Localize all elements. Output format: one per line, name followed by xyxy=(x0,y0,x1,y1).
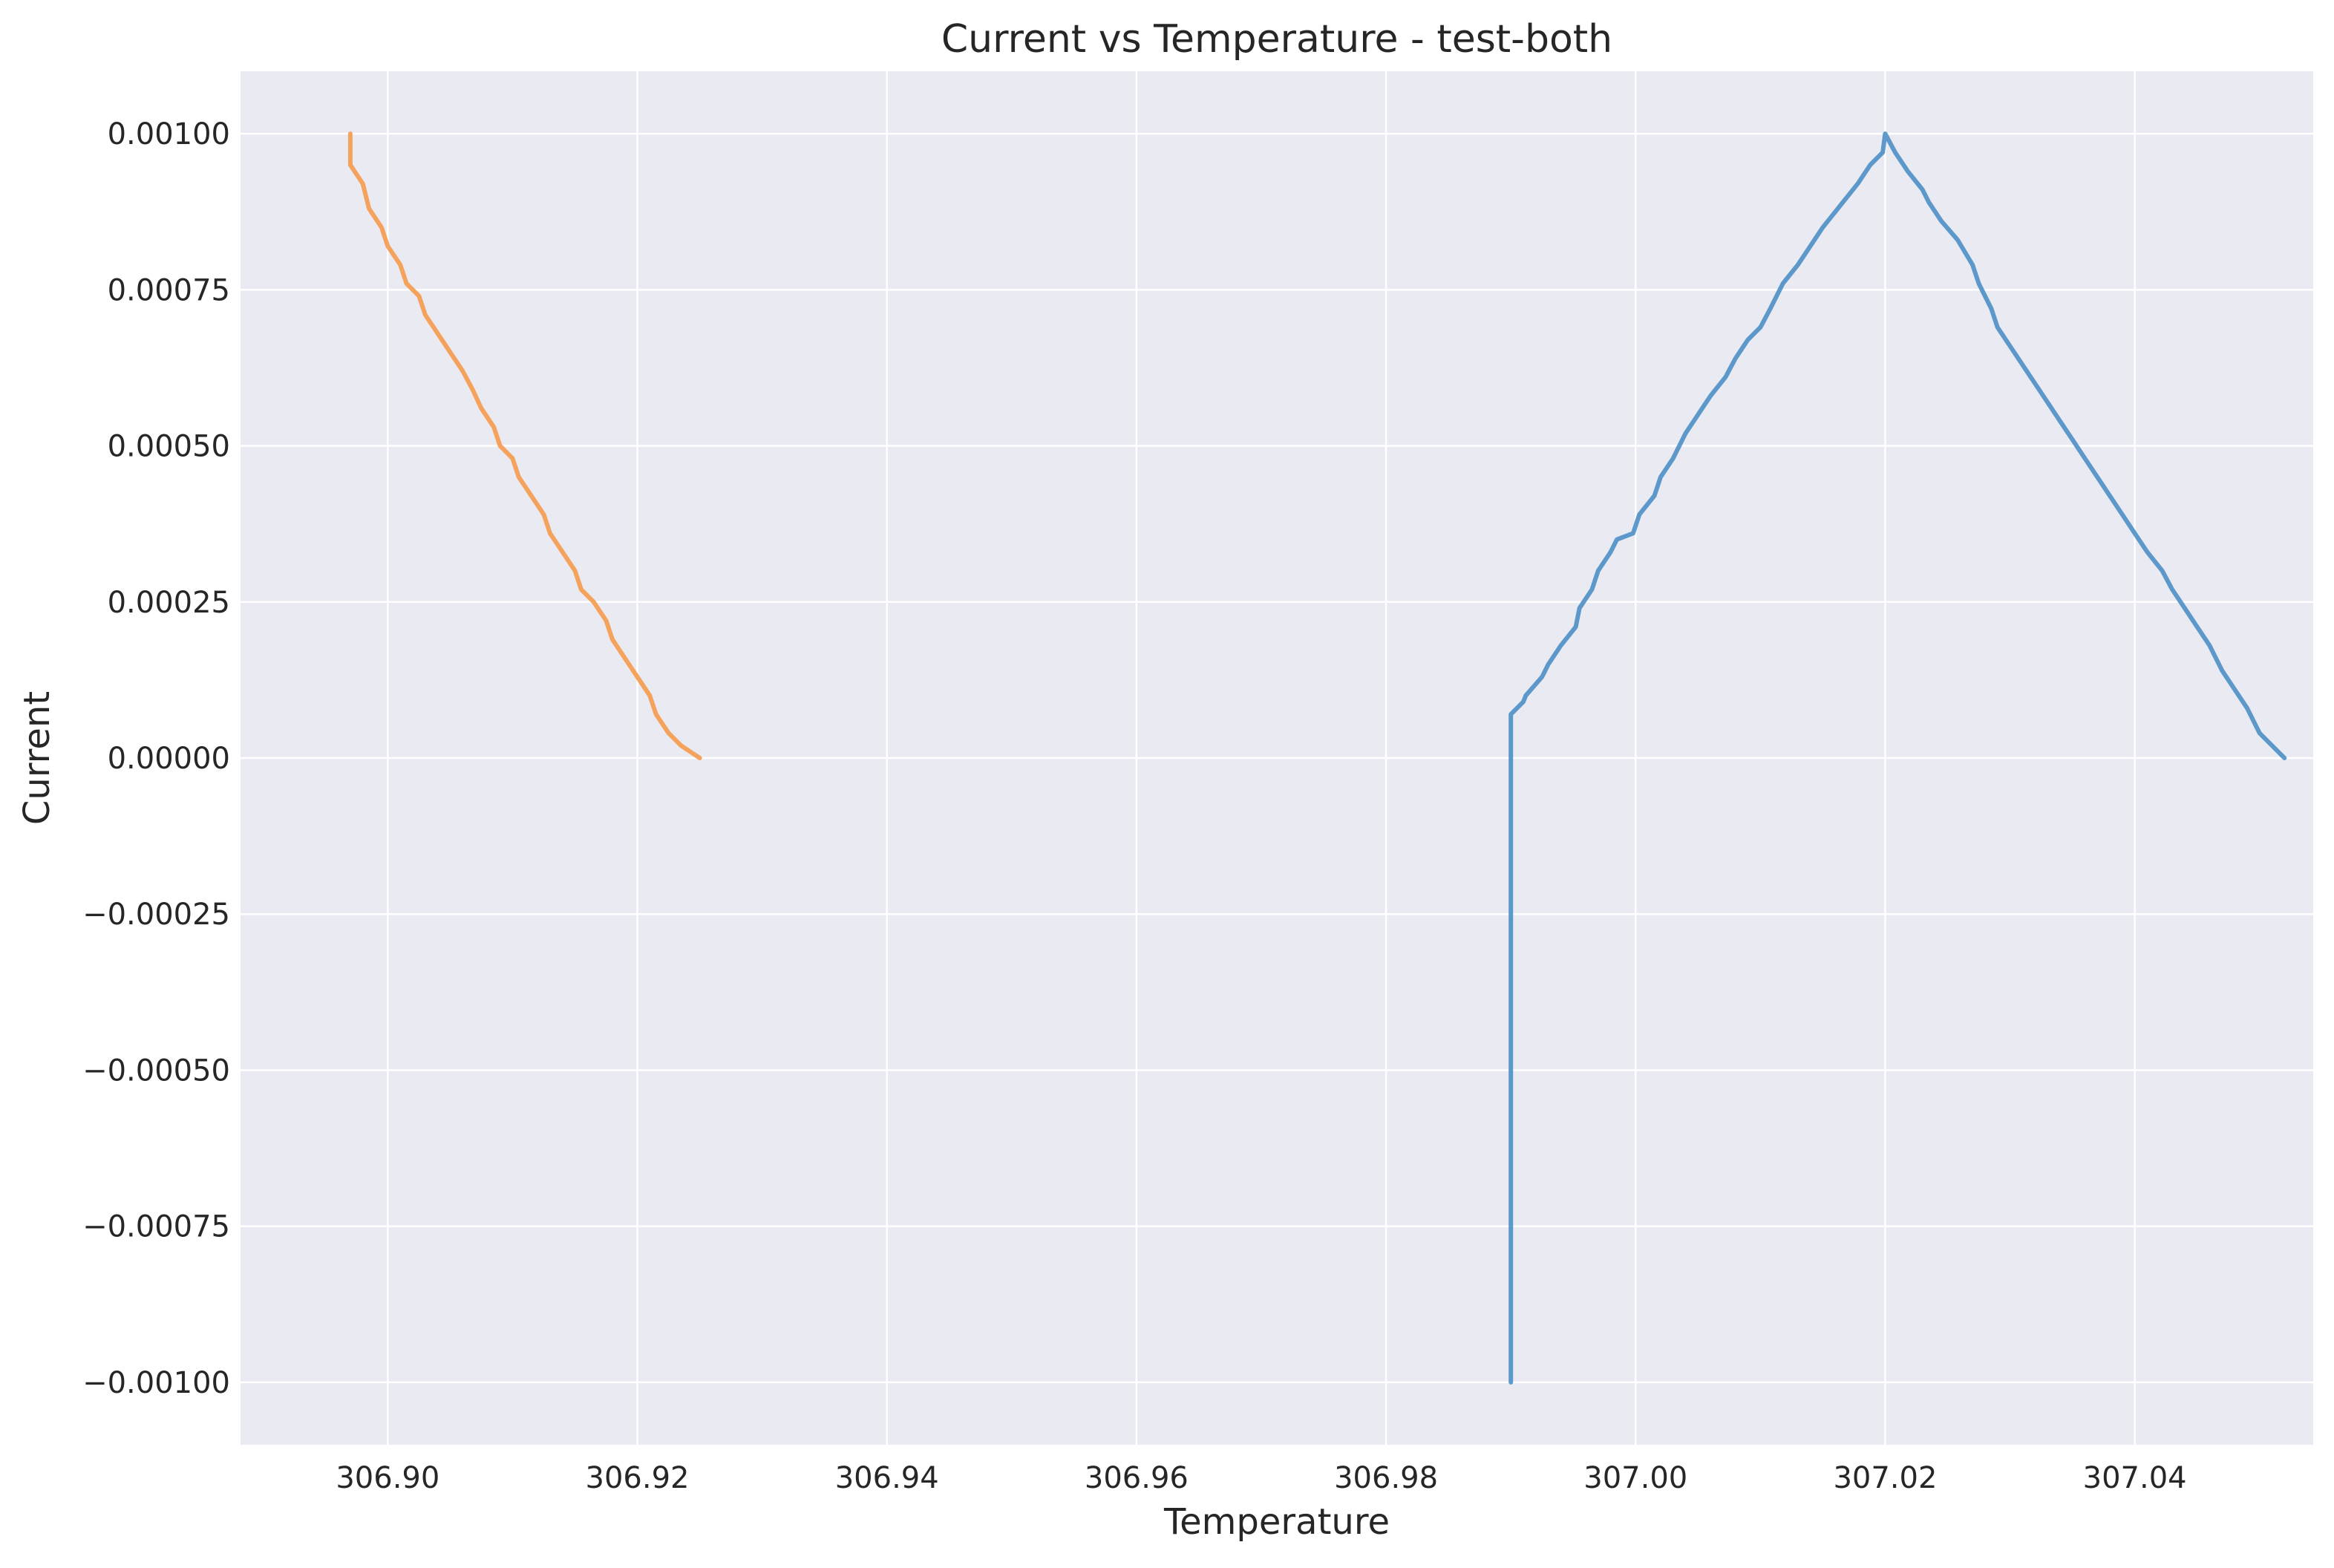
x-tick-label: 306.98 xyxy=(1334,1461,1438,1495)
x-tick-label: 307.00 xyxy=(1583,1461,1687,1495)
series-line-1 xyxy=(1508,131,2287,1385)
y-tick-label: 0.00025 xyxy=(108,586,230,620)
y-tick-label: 0.00075 xyxy=(108,273,230,307)
x-tick-label: 307.02 xyxy=(1833,1461,1937,1495)
y-tick-labels: 0.00100 0.00075 0.00050 0.00025 0.00000 −0.00… xyxy=(82,117,230,1400)
x-axis-label: Temperature xyxy=(1163,1501,1390,1543)
y-tick-label: −0.00050 xyxy=(82,1054,230,1088)
y-tick-label: 0.00050 xyxy=(108,430,230,464)
series-lines xyxy=(347,131,2287,1385)
grid xyxy=(241,71,2313,1445)
y-tick-label: 0.00000 xyxy=(108,742,230,776)
chart-title: Current vs Temperature - test-both xyxy=(941,17,1612,62)
x-tick-label: 306.90 xyxy=(336,1461,439,1495)
y-tick-label: −0.00100 xyxy=(82,1366,230,1400)
series-line-2 xyxy=(347,131,702,760)
y-tick-label: −0.00025 xyxy=(82,898,230,932)
x-tick-label: 306.96 xyxy=(1085,1461,1189,1495)
x-tick-labels: 306.90 306.92 306.94 306.96 306.98 307.00 307.… xyxy=(336,1461,2186,1495)
x-tick-label: 306.92 xyxy=(586,1461,690,1495)
x-tick-label: 307.04 xyxy=(2083,1461,2187,1495)
y-axis-label: Current xyxy=(16,691,58,825)
y-tick-label: 0.00100 xyxy=(108,117,230,151)
y-tick-label: −0.00075 xyxy=(82,1210,230,1244)
x-tick-label: 306.94 xyxy=(835,1461,939,1495)
